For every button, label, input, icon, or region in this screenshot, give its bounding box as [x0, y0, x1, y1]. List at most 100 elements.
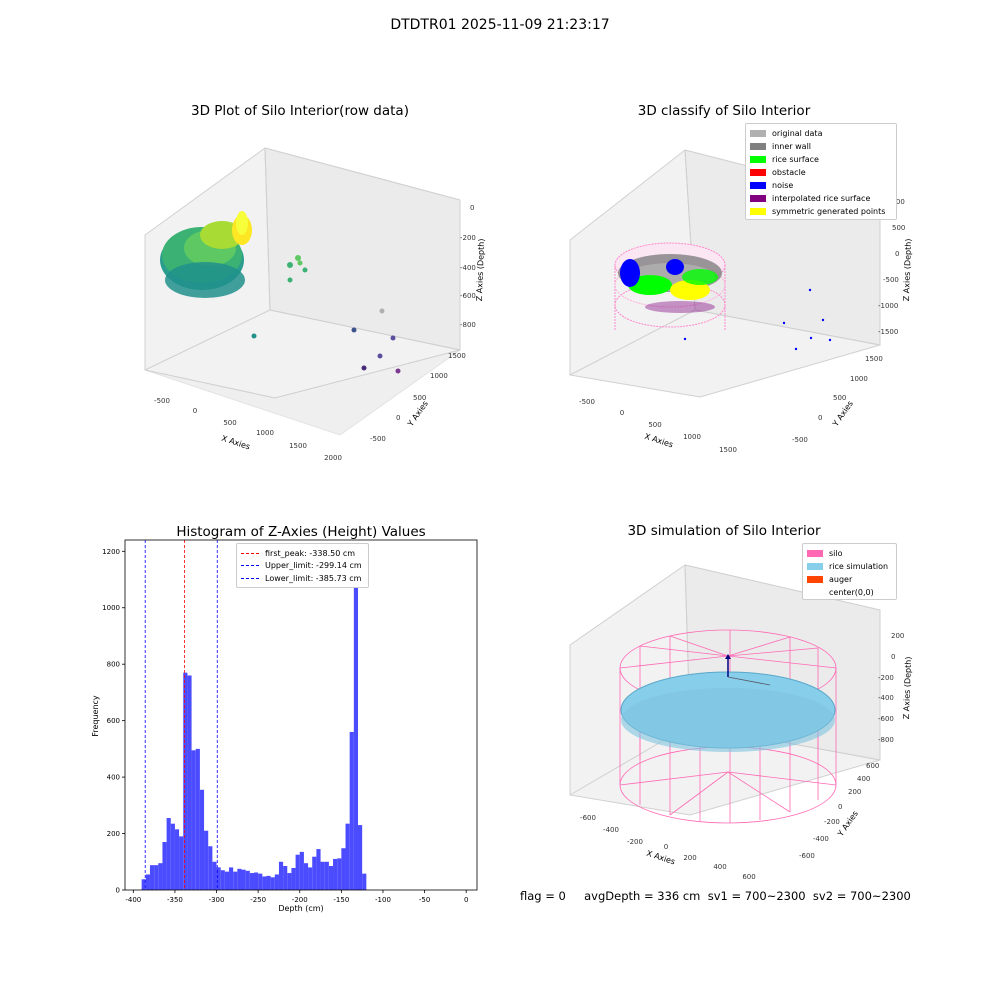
x-tick-label: -400	[603, 826, 619, 834]
histogram-bar	[174, 829, 180, 890]
plot-tr-title: 3D classify of Silo Interior	[637, 103, 811, 119]
plot-tr-legend: original data inner wall rice surface obsta…	[745, 123, 897, 220]
histogram-legend: first_peak: -338.50 cm Upper_limit: -299.…	[236, 543, 369, 588]
histogram-bar	[237, 868, 242, 890]
y-tick-label: -400	[813, 835, 829, 843]
legend-entry: center(0,0)	[807, 586, 892, 599]
histogram-bar	[345, 823, 350, 890]
legend-label: inner wall	[772, 142, 812, 151]
histogram-title: Histogram of Z-Axies (Height) Values	[176, 524, 425, 540]
legend-label: original data	[772, 129, 823, 138]
legend-label: silo	[829, 549, 843, 558]
legend-entry: inner wall	[750, 140, 892, 153]
histogram-bar	[274, 874, 279, 890]
y-tick-label: 800	[107, 661, 120, 669]
plot-tl-xlabel: X Axies	[220, 434, 251, 452]
histogram-bar	[358, 825, 363, 890]
histogram-bar	[333, 858, 338, 890]
x-tick-label: -500	[579, 398, 595, 406]
y-tick-label: 600	[107, 717, 120, 725]
legend-swatch	[750, 143, 766, 150]
y-tick-label: 1500	[865, 355, 883, 363]
x-tick-label: -150	[333, 896, 349, 904]
x-tick-label: -350	[167, 896, 183, 904]
legend-label: interpolated rice surface	[772, 194, 871, 203]
plot-br-title: 3D simulation of Silo Interior	[627, 523, 821, 539]
legend-entry: rice surface	[750, 153, 892, 166]
histogram-frame	[124, 539, 478, 891]
plot-tl-xticks: -500 0 500 1000 1500 2000	[154, 397, 342, 462]
histogram-bar	[266, 875, 271, 890]
plot-br-xlabel: X Axies	[645, 849, 676, 867]
legend-swatch	[807, 550, 823, 557]
legend-line-swatch	[241, 565, 259, 567]
legend-entry: Lower_limit: -385.73 cm	[241, 572, 364, 585]
legend-entry: Upper_limit: -299.14 cm	[241, 560, 364, 573]
legend-entry: symmetric generated points	[750, 205, 892, 218]
legend-swatch	[807, 563, 823, 570]
y-tick-label: 0	[838, 803, 842, 811]
z-tick-label: 0	[470, 204, 474, 212]
histogram-bar	[170, 823, 175, 890]
legend-swatch	[807, 589, 823, 596]
legend-swatch	[807, 576, 823, 583]
histogram-bar	[320, 861, 325, 890]
x-tick-label: 400	[713, 863, 726, 871]
x-tick-label: -250	[250, 896, 266, 904]
legend-label: obstacle	[772, 168, 806, 177]
z-tick-label: 0	[891, 653, 895, 661]
legend-swatch	[750, 156, 766, 163]
x-tick-label: -400	[125, 896, 141, 904]
y-tick-label: 0	[818, 414, 822, 422]
legend-label: Lower_limit: -385.73 cm	[265, 573, 362, 583]
y-tick-label: 500	[413, 394, 426, 402]
y-tick-label: 400	[857, 775, 870, 783]
plot-tl-ylabel: Y Axies	[405, 399, 430, 429]
legend-entry: silo	[807, 547, 892, 560]
histogram-bar	[362, 873, 367, 890]
plot-tr-zlabel: Z Axies (Depth)	[902, 238, 913, 301]
histogram-bar	[312, 856, 317, 890]
z-tick-label: -600	[460, 292, 476, 300]
x-tick-label: 600	[742, 873, 755, 880]
plot-tl-3d: -500 0 500 1000 1500 2000 X Axies -500 0…	[144, 147, 486, 462]
histogram-bar	[154, 865, 159, 890]
histogram-bar	[204, 830, 209, 890]
x-tick-label: 0	[464, 896, 468, 904]
legend-label: rice simulation	[829, 562, 889, 571]
x-tick-label: 1500	[289, 442, 307, 450]
histogram-bar	[353, 556, 359, 890]
histogram-bar	[216, 867, 221, 890]
x-tick-label: -300	[209, 896, 225, 904]
histogram-bar	[212, 861, 217, 890]
x-tick-label: -200	[627, 838, 643, 846]
histogram-xlabel: Depth (cm)	[278, 904, 323, 913]
legend-label: noise	[772, 181, 794, 190]
histogram-bar	[191, 750, 196, 890]
plot-tl-surface	[160, 211, 401, 374]
legend-entry: first_peak: -338.50 cm	[241, 547, 364, 560]
x-tick-label: 0	[664, 843, 668, 851]
legend-label: symmetric generated points	[772, 207, 886, 216]
legend-swatch	[750, 195, 766, 202]
histogram-bar	[278, 861, 284, 890]
histogram-bar	[316, 849, 321, 890]
x-tick-label: 0	[620, 409, 624, 417]
y-tick-label: -500	[370, 435, 386, 443]
y-tick-label: 1200	[102, 548, 120, 556]
legend-entry: rice simulation	[807, 560, 892, 573]
histogram-bar	[349, 731, 354, 890]
histogram-bar	[162, 842, 167, 890]
plot-tl-zticks: 0 -200 -400 -600 -800	[460, 204, 476, 329]
histogram-bar	[166, 818, 171, 890]
legend-label: Upper_limit: -299.14 cm	[265, 561, 362, 571]
histogram-bar	[262, 876, 267, 890]
histogram-bar	[249, 873, 254, 890]
z-tick-label: 0	[895, 250, 899, 258]
histogram-bar	[208, 846, 213, 890]
y-tick-label: 1000	[850, 375, 868, 383]
histogram-bar	[270, 877, 275, 890]
z-tick-label: 200	[891, 632, 904, 640]
legend-entry: interpolated rice surface	[750, 192, 892, 205]
y-tick-label: 1000	[430, 372, 448, 380]
